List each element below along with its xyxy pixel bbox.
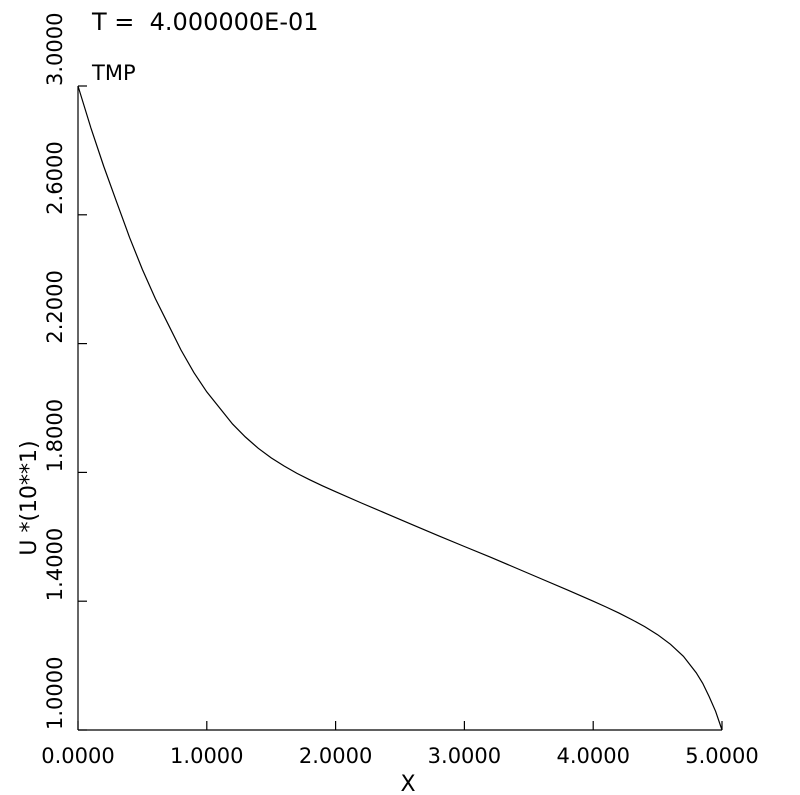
- y-tick-label: 2.2000: [43, 270, 67, 343]
- y-ticks: 1.0000 1.4000 1.8000 2.2000 2.6000 3.0000: [43, 13, 87, 731]
- x-tick-label: 4.0000: [556, 744, 629, 768]
- series-line: [77, 85, 723, 731]
- chart-subtitle: TMP: [91, 61, 136, 85]
- y-tick-label: 2.6000: [43, 141, 67, 214]
- x-tick-label: 5.0000: [685, 744, 758, 768]
- chart-title: T = 4.000000E-01: [91, 8, 319, 36]
- y-tick-label: 1.8000: [43, 399, 67, 472]
- x-tick-label: 1.0000: [170, 744, 243, 768]
- x-tick-label: 2.0000: [299, 744, 372, 768]
- y-axis-label: U *(10**1): [17, 440, 42, 555]
- y-tick-label: 1.0000: [43, 657, 67, 730]
- x-axis-label: X: [400, 772, 415, 795]
- y-tick-label: 1.4000: [43, 528, 67, 601]
- x-tick-label: 0.0000: [41, 744, 114, 768]
- y-tick-label: 3.0000: [43, 13, 67, 86]
- x-ticks: 0.0000 1.0000 2.0000 3.0000 4.0000 5.0000: [41, 721, 759, 768]
- x-tick-label: 3.0000: [428, 744, 501, 768]
